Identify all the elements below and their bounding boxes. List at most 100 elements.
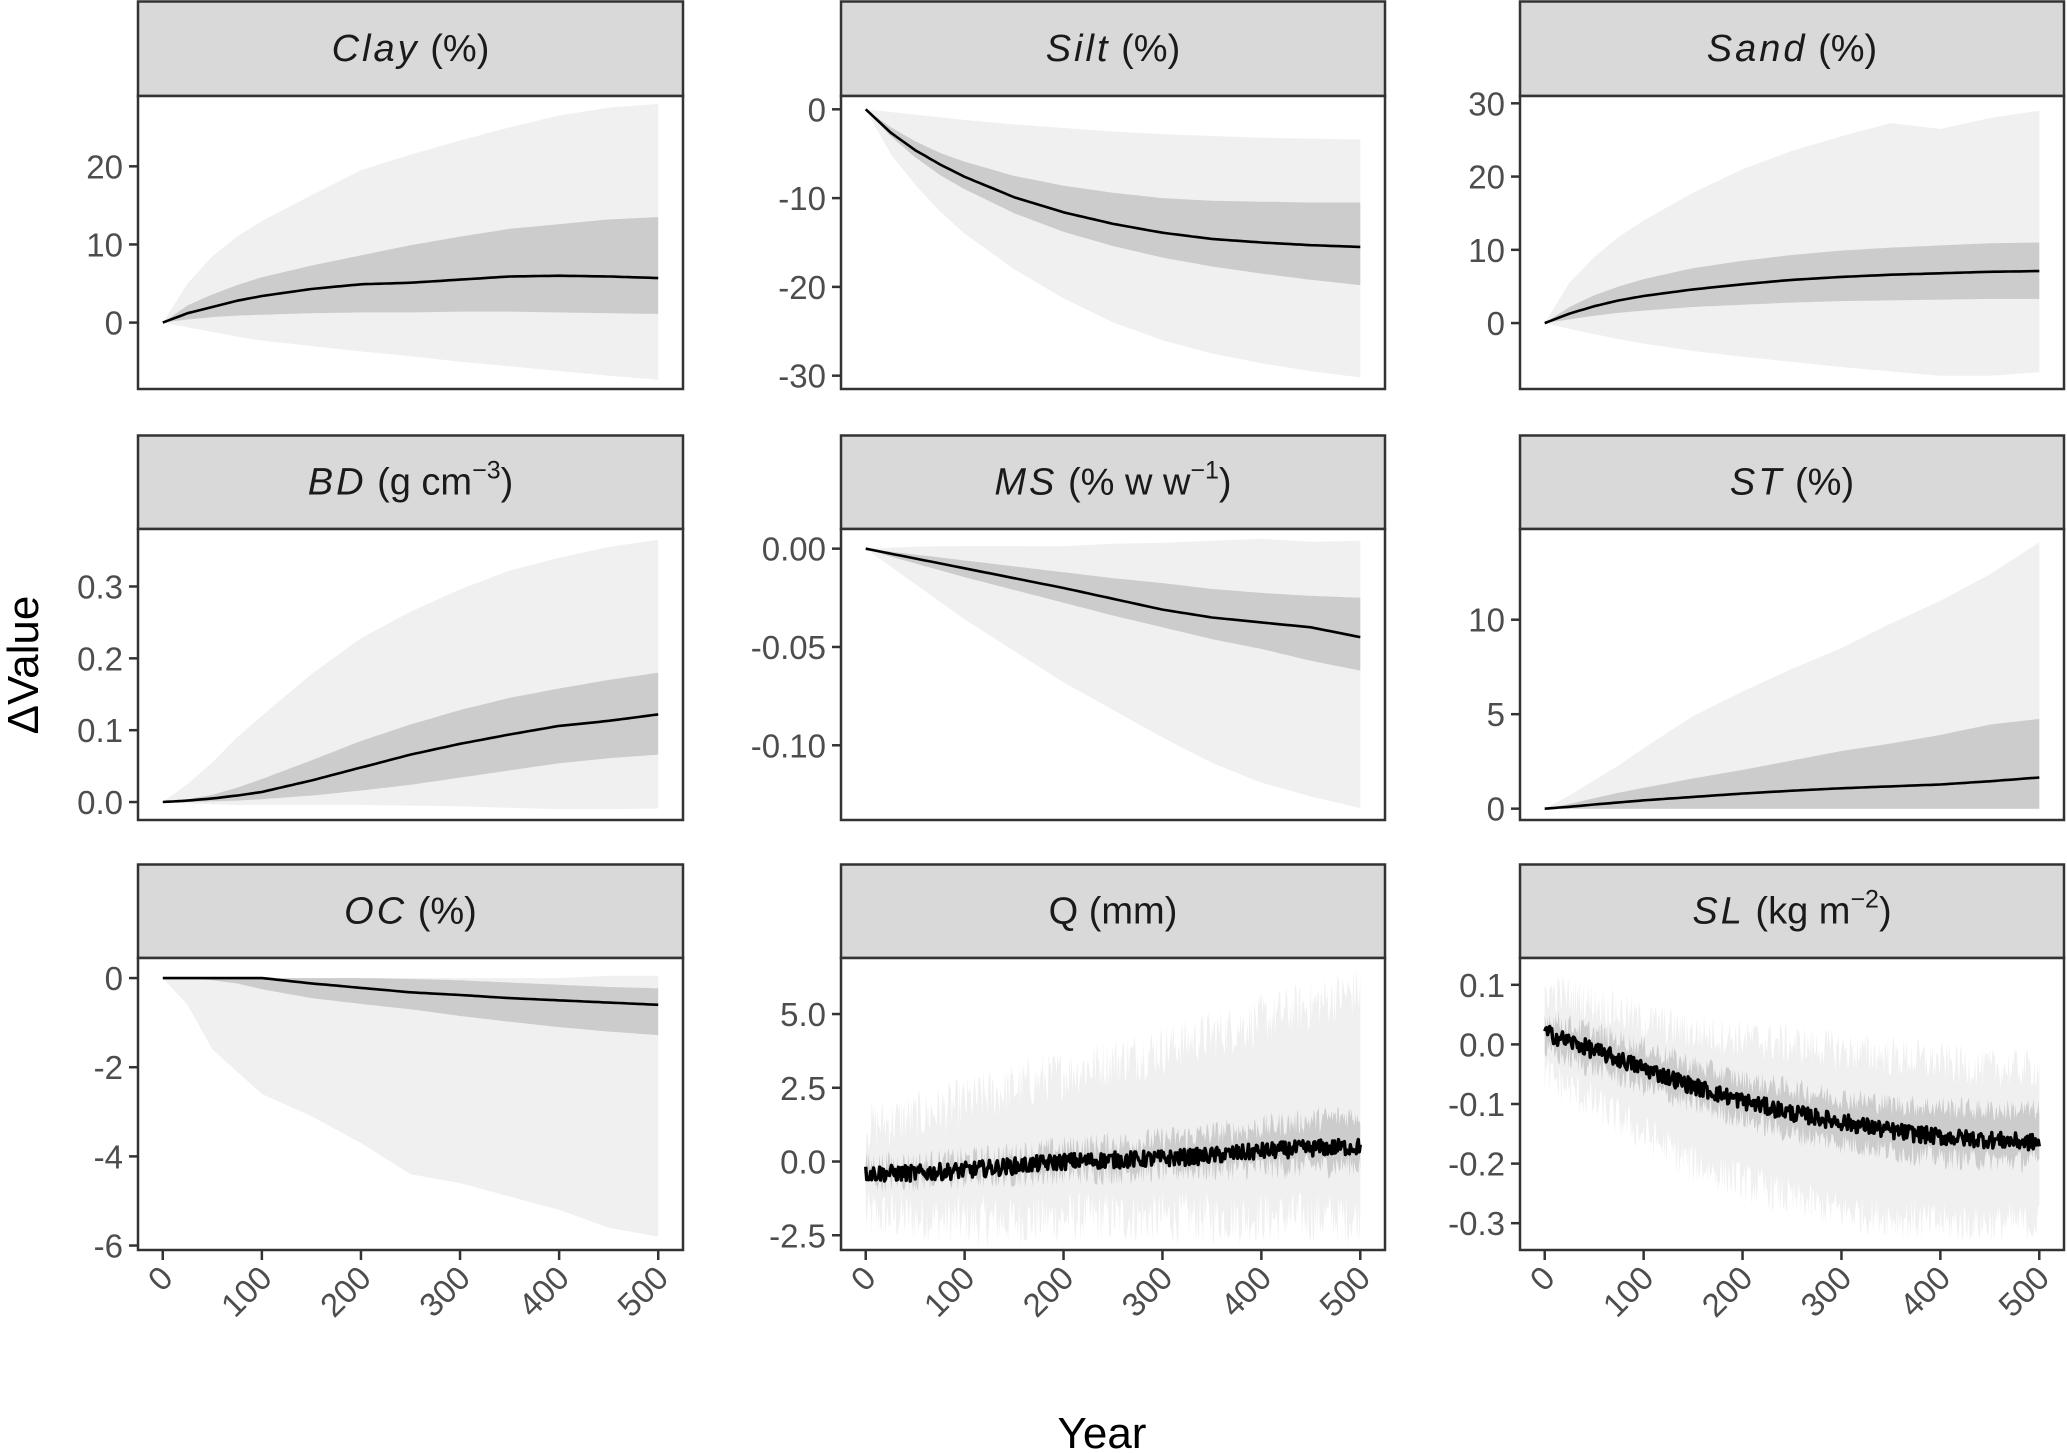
x-tick-label: 400	[1213, 1259, 1278, 1324]
strip-unit-close: )	[1879, 891, 1892, 933]
panel-oc: OC (%) 0 -2 -4 -6 0 100 200 300 400 500	[94, 863, 685, 1324]
y-tick-label: 0.2	[77, 640, 123, 677]
x-tick-label: 300	[1793, 1259, 1858, 1324]
strip-label: BD (g cm−3)	[308, 457, 514, 504]
strip-unit: (%)	[1784, 462, 1854, 504]
y-axis-title: ΔValue	[0, 596, 48, 735]
strip-unit: (mm)	[1078, 891, 1177, 933]
plot-body	[162, 103, 659, 380]
median-line	[865, 547, 1361, 639]
panel-bd: BD (g cm−3) 0.0 0.1 0.2 0.3	[77, 434, 685, 822]
strip-label: Sand (%)	[1707, 28, 1877, 70]
plot-body	[864, 108, 1361, 378]
y-tick-label: 0.3	[77, 568, 123, 605]
strip-unit: (%)	[420, 28, 490, 70]
strip-variable: Sand	[1707, 28, 1808, 70]
x-tick-label: 200	[313, 1259, 378, 1324]
strip-variable: BD	[308, 462, 367, 504]
x-tick-label: 400	[1892, 1259, 1957, 1324]
y-tick-label: 0.1	[1459, 967, 1505, 1004]
strip-label: Silt (%)	[1046, 28, 1180, 70]
y-tick-label: 30	[1468, 85, 1505, 122]
strip-unit: (kg m	[1745, 891, 1851, 933]
strip-unit-exponent: −3	[472, 457, 501, 485]
panel-sl: SL (kg m−2) 0.1 0.0 -0.1 -0.2 -0.3 0 100 200 300 4…	[1448, 863, 2066, 1324]
panel-border	[839, 94, 1387, 391]
panel-border	[136, 527, 685, 822]
strip-variable: Silt	[1046, 28, 1111, 70]
y-tick-label: 0.1	[77, 712, 123, 749]
strip-variable: SL	[1692, 891, 1744, 933]
panel-clay: Clay (%) 0 10 20	[86, 0, 685, 391]
x-tick-label: 400	[511, 1259, 576, 1324]
plot-body	[864, 968, 1362, 1247]
strip-variable: ST	[1730, 462, 1785, 504]
plot-body	[1543, 976, 2041, 1244]
strip-label: Clay (%)	[332, 28, 490, 70]
y-tick-label: 20	[1468, 159, 1505, 196]
median-line	[162, 274, 659, 324]
strip-background	[1518, 0, 2066, 98]
panel-ms: MS (% w w−1) 0.00 -0.05 -0.10	[751, 434, 1387, 822]
y-tick-label: 0.0	[1459, 1026, 1505, 1063]
outer-interval-band	[162, 975, 659, 1237]
y-tick-label: 0	[1487, 305, 1505, 342]
strip-label: Q (mm)	[1049, 891, 1178, 933]
y-tick-label: 0	[105, 960, 123, 997]
y-tick-label: -0.2	[1448, 1146, 1505, 1183]
strip-label: SL (kg m−2)	[1692, 886, 1891, 933]
y-tick-label: 10	[1468, 232, 1505, 269]
x-tick-label: 500	[1312, 1259, 1377, 1324]
median-line	[162, 976, 659, 1007]
strip-background	[839, 434, 1387, 531]
strip-background	[136, 863, 685, 960]
strip-unit: (% w w	[1057, 462, 1191, 504]
strip-unit: (%)	[407, 891, 477, 933]
plot-body	[162, 975, 659, 1237]
panel-border	[136, 956, 685, 1252]
median-line	[864, 1137, 1362, 1183]
inner-interval-band	[162, 672, 659, 803]
median-line	[864, 108, 1361, 249]
y-tick-label: -30	[778, 358, 826, 395]
median-line	[1544, 269, 2040, 325]
plot-body	[1544, 542, 2040, 810]
x-tick-label: 500	[1991, 1259, 2056, 1324]
strip-background	[839, 0, 1387, 98]
y-tick-label: -4	[94, 1138, 123, 1175]
x-tick-label: 200	[1015, 1259, 1080, 1324]
outer-interval-band	[1544, 110, 2040, 376]
y-tick-label: 20	[86, 148, 123, 185]
x-tick-label: 500	[610, 1259, 675, 1324]
y-tick-label: 0.00	[762, 531, 826, 568]
y-tick-label: -0.3	[1448, 1205, 1505, 1242]
x-tick-label: 100	[1595, 1259, 1660, 1324]
y-tick-label: 10	[86, 226, 123, 263]
strip-label: ST (%)	[1730, 462, 1854, 504]
median-line	[1544, 776, 2040, 810]
panel-sand: Sand (%) 0 10 20 30	[1468, 0, 2066, 391]
outer-interval-band	[865, 968, 1361, 1247]
strip-unit-exponent: −1	[1190, 457, 1219, 485]
y-tick-label: -2.5	[769, 1217, 826, 1254]
strip-background	[1518, 863, 2066, 960]
panel-border	[1518, 94, 2066, 391]
strip-unit-close: )	[1219, 462, 1232, 504]
y-tick-label: -20	[778, 269, 826, 306]
panel-border	[839, 527, 1387, 822]
inner-interval-band	[865, 548, 1361, 671]
y-tick-label: 10	[1468, 602, 1505, 639]
panel-st: ST (%) 0 5 10	[1468, 434, 2066, 828]
y-tick-label: -0.10	[751, 727, 826, 764]
strip-unit-close: )	[501, 462, 514, 504]
strip-background	[1518, 434, 2066, 531]
median-line	[1543, 1024, 2041, 1152]
strip-unit: (%)	[1808, 28, 1878, 70]
inner-interval-band	[162, 217, 659, 323]
panel-border	[839, 956, 1387, 1252]
strip-variable: OC	[344, 891, 407, 933]
x-tick-label: 200	[1694, 1259, 1759, 1324]
y-tick-label: 0	[808, 91, 826, 128]
y-tick-label: 5	[1487, 696, 1505, 733]
